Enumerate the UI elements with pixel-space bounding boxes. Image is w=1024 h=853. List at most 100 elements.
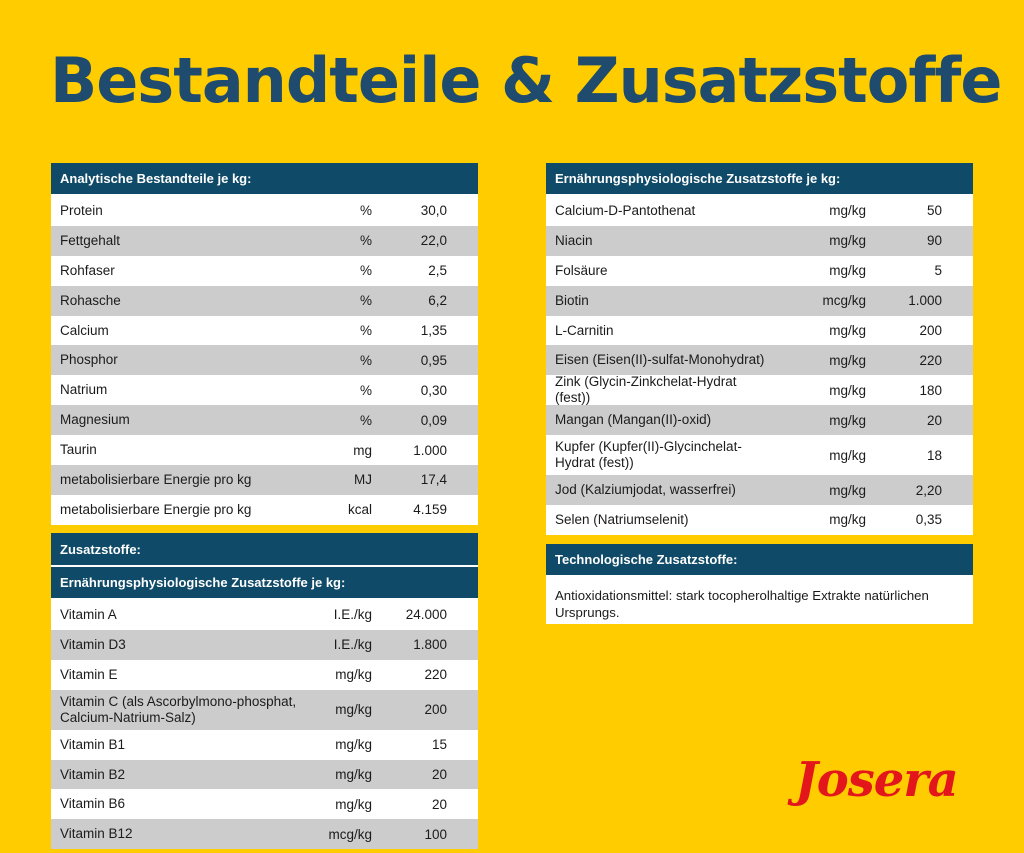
row-value: 1,35 xyxy=(420,323,447,338)
row-name: Fettgehalt xyxy=(60,232,121,248)
row-value: 24.000 xyxy=(405,607,447,623)
row-value: 0,30 xyxy=(420,382,447,398)
row-name: Folsäure xyxy=(555,262,608,278)
row-value: 1.000 xyxy=(413,442,447,458)
row-name: Vitamin B2 xyxy=(60,766,126,782)
row-name: Kupfer (Kupfer(II)-Glycinchelat-Hydrat (… xyxy=(555,439,742,471)
row-name: Taurin xyxy=(60,442,97,458)
row-name: metabolisierbare Energie pro kg xyxy=(60,501,252,517)
row-unit: mg/kg xyxy=(829,447,866,463)
table-row: Jod (Kalziumjodat, wasserfrei) mg/kg 2,20 xyxy=(546,475,973,506)
row-value: 220 xyxy=(424,667,447,683)
table-row: Taurin mg 1.000 xyxy=(51,435,478,466)
row-unit: mg/kg xyxy=(829,323,866,338)
table-row: Vitamin B2 mg/kg 20 xyxy=(51,759,478,790)
table-row: Niacin mg/kg 90 xyxy=(546,225,973,256)
row-name: Phosphor xyxy=(60,352,118,368)
table-row: Magnesium% 0,09 xyxy=(51,405,478,436)
row-unit: mg/kg xyxy=(335,667,372,683)
row-name: Vitamin C (als Ascorbylmono-phosphat, Ca… xyxy=(60,693,297,725)
row-name: Niacin xyxy=(555,232,593,248)
row-unit: I.E./kg xyxy=(333,607,372,623)
row-value: 0,35 xyxy=(915,512,942,528)
table-row: Zink (Glycin-Zinkchelat-Hydrat (fest)) mg… xyxy=(546,374,973,405)
row-name: Eisen (Eisen(II)-sulfat-Monohydrat) xyxy=(555,352,765,368)
row-unit: mg/kg xyxy=(335,767,372,782)
row-value: 200 xyxy=(424,702,447,718)
nutritional-header: Ernährungsphysiologische Zusatzstoffe je… xyxy=(546,163,973,196)
row-unit: % xyxy=(359,233,372,249)
table-row: Vitamin B6 mg/kg 20 xyxy=(51,789,478,820)
row-value: 30,0 xyxy=(420,203,447,219)
row-unit: mg/kg xyxy=(829,233,866,249)
table-row: Calcium% 1,35 xyxy=(51,315,478,346)
row-name: Vitamin B1 xyxy=(60,736,126,752)
row-name: Jod (Kalziumjodat, wasserfrei) xyxy=(555,482,736,498)
table-row: Rohasche% 6,2 xyxy=(51,285,478,316)
row-value: 2,5 xyxy=(428,263,447,279)
row-value: 2,20 xyxy=(915,482,942,498)
table-row: Fettgehalt% 22,0 xyxy=(51,225,478,256)
row-name: L-Carnitin xyxy=(555,322,614,338)
table-row: Phosphor% 0,95 xyxy=(51,345,478,376)
row-name: Calcium-D-Pantothenat xyxy=(555,202,696,218)
row-value: 20 xyxy=(431,767,447,782)
additives-table: Zusatzstoffe: Ernährungsphysiologische Z… xyxy=(51,533,478,850)
row-name: Mangan (Mangan(II)-oxid) xyxy=(555,412,712,428)
row-value: 4.159 xyxy=(413,502,447,518)
table-row: Kupfer (Kupfer(II)-Glycinchelat-Hydrat (… xyxy=(546,435,973,476)
table-row: Calcium-D-Pantothenat mg/kg 50 xyxy=(546,196,973,226)
technological-panel: Technologische Zusatzstoffe: Antioxidati… xyxy=(546,544,973,624)
table-row: Protein% 30,0 xyxy=(51,196,478,226)
row-unit: mg/kg xyxy=(829,412,866,428)
table-row: Eisen (Eisen(II)-sulfat-Monohydrat) mg/kg… xyxy=(546,345,973,376)
row-value: 22,0 xyxy=(420,233,447,249)
technological-text: Antioxidationsmittel: stark tocopherolha… xyxy=(546,577,973,624)
row-name: Vitamin A xyxy=(60,606,117,622)
additives-rows: Vitamin A I.E./kg 24.000 Vitamin D3 I.E./kg 1… xyxy=(51,600,478,850)
analytic-rows: Protein% 30,0 Fettgehalt% 22,0 Rohfaser% 2,5 R… xyxy=(51,196,478,525)
technological-header: Technologische Zusatzstoffe: xyxy=(546,544,973,577)
table-row: Vitamin C (als Ascorbylmono-phosphat, Ca… xyxy=(51,689,478,730)
row-value: 17,4 xyxy=(420,472,447,488)
table-row: Natrium% 0,30 xyxy=(51,375,478,406)
row-value: 180 xyxy=(919,382,942,398)
row-name: Selen (Natriumselenit) xyxy=(555,511,689,527)
row-value: 5 xyxy=(934,263,942,279)
row-value: 200 xyxy=(919,323,942,338)
page-title: Bestandteile & Zusatzstoffe xyxy=(50,44,1002,117)
row-unit: % xyxy=(359,352,372,368)
row-unit: mg/kg xyxy=(829,203,866,219)
row-unit: kcal xyxy=(347,502,372,518)
row-value: 0,09 xyxy=(420,412,447,428)
row-value: 220 xyxy=(919,352,942,368)
table-row: Rohfaser% 2,5 xyxy=(51,255,478,286)
row-value: 6,2 xyxy=(428,293,447,309)
row-unit: % xyxy=(359,323,372,338)
row-value: 90 xyxy=(926,233,942,249)
row-name: Calcium xyxy=(60,322,109,338)
row-unit: mcg/kg xyxy=(328,826,372,842)
josera-logo: Josera xyxy=(795,752,959,808)
row-unit: % xyxy=(359,203,372,219)
row-name: Biotin xyxy=(555,292,589,308)
additives-subheader: Ernährungsphysiologische Zusatzstoffe je… xyxy=(51,567,478,600)
additives-header: Zusatzstoffe: xyxy=(51,533,478,567)
row-name: Vitamin B12 xyxy=(60,826,133,842)
row-value: 20 xyxy=(926,412,942,428)
row-name: Rohasche xyxy=(60,292,121,308)
table-row: Mangan (Mangan(II)-oxid) mg/kg 20 xyxy=(546,405,973,436)
row-unit: % xyxy=(359,293,372,309)
row-value: 20 xyxy=(431,796,447,812)
table-row: Biotin mcg/kg 1.000 xyxy=(546,285,973,316)
row-unit: mg xyxy=(353,442,372,458)
row-value: 18 xyxy=(926,447,942,463)
analytic-header: Analytische Bestandteile je kg: xyxy=(51,163,478,196)
nutritional-rows: Calcium-D-Pantothenat mg/kg 50 Niacin mg/kg 9… xyxy=(546,196,973,535)
table-row: Vitamin A I.E./kg 24.000 xyxy=(51,600,478,630)
row-value: 0,95 xyxy=(420,352,447,368)
row-value: 50 xyxy=(926,203,942,219)
row-value: 100 xyxy=(424,826,447,842)
row-unit: mg/kg xyxy=(829,482,866,498)
table-row: L-Carnitin mg/kg 200 xyxy=(546,315,973,346)
